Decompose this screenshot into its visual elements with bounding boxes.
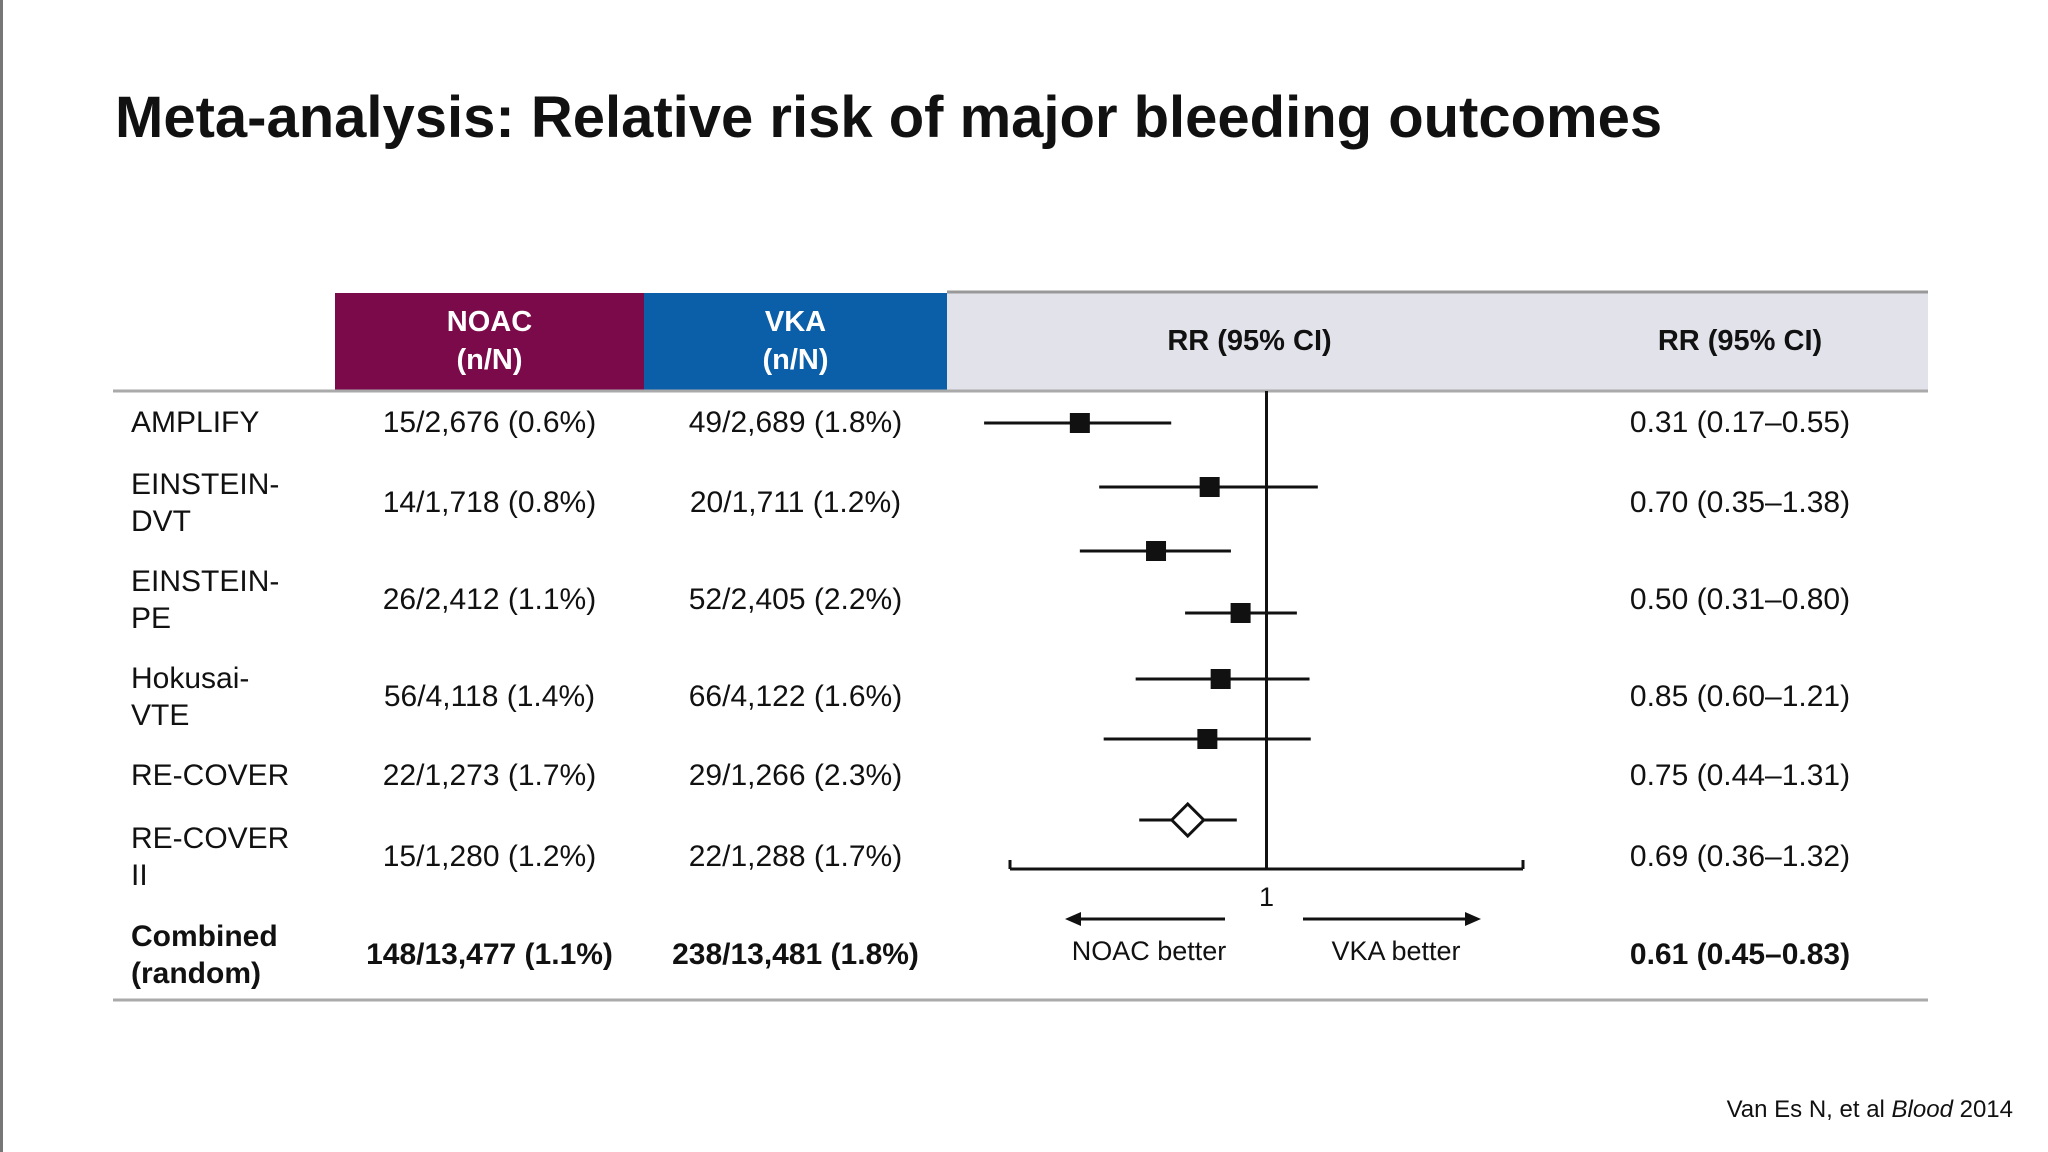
arrow-head: [1065, 912, 1081, 926]
point-estimate: [1199, 477, 1220, 497]
table-cell: 148/13,477 (1.1%): [366, 938, 613, 972]
row-label: Hokusai- VTE: [131, 661, 250, 733]
table-cell: 29/1,266 (2.3%): [688, 759, 903, 793]
forest-plot: 1 NOAC better VKA better: [113, 290, 1928, 1002]
row-label: Combined (random): [131, 919, 278, 991]
table-cell: 0.31 (0.17–0.55): [1629, 406, 1851, 440]
point-estimate: [1210, 669, 1231, 689]
table-cell: 15/2,676 (0.6%): [382, 406, 597, 440]
citation-journal: Blood: [1891, 1096, 1953, 1123]
row-label: RE-COVER: [131, 759, 290, 793]
table-cell: 20/1,711 (1.2%): [689, 486, 902, 520]
header-background: [947, 293, 1928, 391]
table-cell: 0.69 (0.36–1.32): [1629, 840, 1851, 874]
table-cell: 0.85 (0.60–1.21): [1629, 680, 1851, 714]
header-cell: NOAC (n/N): [335, 293, 644, 391]
table-cell: 0.75 (0.44–1.31): [1629, 759, 1851, 793]
table-cell: 0.70 (0.35–1.38): [1629, 486, 1851, 520]
table-cell: 22/1,273 (1.7%): [382, 759, 597, 793]
table-cell: 15/1,280 (1.2%): [382, 840, 597, 874]
row-label: RE-COVER II: [131, 821, 290, 893]
header-cell: VKA (n/N): [644, 293, 947, 391]
direction-label: VKA better: [1331, 936, 1460, 966]
table-cell: 66/4,122 (1.6%): [688, 680, 903, 714]
table-cell: 52/2,405 (2.2%): [688, 583, 903, 617]
direction-label: NOAC better: [1072, 936, 1227, 966]
row-label: EINSTEIN- PE: [131, 564, 280, 636]
slide-title: Meta-analysis: Relative risk of major bl…: [115, 85, 1663, 150]
header-cell: RR (95% CI): [1167, 325, 1332, 358]
citation: Van Es N, et al Blood 2014: [1727, 1096, 2013, 1124]
table-cell: 0.61 (0.45–0.83): [1629, 938, 1851, 972]
table-cell: 0.50 (0.31–0.80): [1629, 583, 1851, 617]
point-estimate: [1146, 541, 1167, 561]
table-cell: 14/1,718 (0.8%): [382, 486, 597, 520]
table-cell: 49/2,689 (1.8%): [688, 406, 903, 440]
table-cell: 26/2,412 (1.1%): [382, 583, 597, 617]
point-estimate: [1197, 729, 1218, 749]
table-cell: 22/1,288 (1.7%): [688, 840, 903, 874]
citation-text: Van Es N, et al: [1726, 1096, 1885, 1123]
point-estimate: [1069, 413, 1090, 433]
table-cell: 56/4,118 (1.4%): [383, 680, 596, 714]
header-cell: RR (95% CI): [1657, 325, 1823, 358]
arrow-head: [1465, 912, 1481, 926]
table-cell: 238/13,481 (1.8%): [672, 938, 919, 972]
row-label: AMPLIFY: [131, 406, 260, 440]
x-tick-label: 1: [1259, 882, 1274, 912]
point-estimate: [1230, 603, 1251, 623]
combined-estimate: [1169, 801, 1206, 839]
citation-year: 2014: [1959, 1096, 2013, 1123]
row-label: EINSTEIN- DVT: [131, 467, 280, 539]
